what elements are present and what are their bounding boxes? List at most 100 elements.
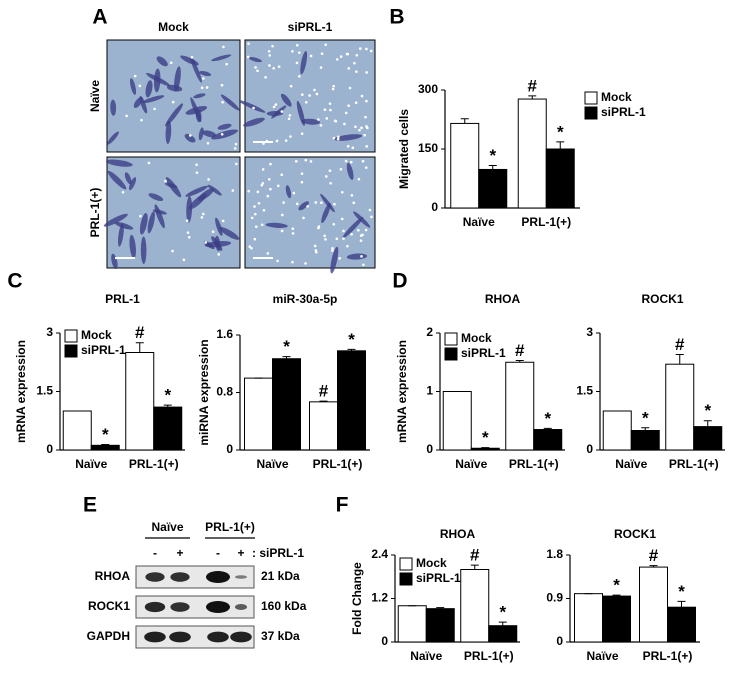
y-tick-label: 3 xyxy=(586,325,593,339)
dot xyxy=(304,262,307,265)
dot xyxy=(349,160,353,164)
micrograph xyxy=(106,39,241,153)
cell xyxy=(330,246,339,274)
significance-mark: # xyxy=(515,341,525,360)
y-tick-label: 150 xyxy=(418,141,438,155)
dot xyxy=(365,99,368,103)
x-tick-label: PRL-1(+) xyxy=(129,457,179,471)
significance-mark: # xyxy=(470,546,480,565)
dot xyxy=(234,142,238,146)
dot xyxy=(340,190,344,194)
cell xyxy=(129,234,136,259)
dot xyxy=(346,244,349,248)
protein-label: GAPDH xyxy=(87,629,130,643)
dot xyxy=(202,77,205,80)
legend-swatch xyxy=(64,329,78,343)
bar xyxy=(62,410,92,451)
bar xyxy=(667,606,696,643)
dot xyxy=(225,62,228,66)
dot xyxy=(360,126,363,130)
dot xyxy=(331,249,334,252)
dot xyxy=(268,54,272,57)
group-label: PRL-1(+) xyxy=(205,520,255,534)
y-tick-label: 0 xyxy=(426,442,433,456)
dot xyxy=(280,110,284,113)
dot xyxy=(280,173,284,177)
dot xyxy=(140,118,143,122)
significance-mark: * xyxy=(678,582,685,601)
cell xyxy=(248,57,262,63)
cell xyxy=(215,217,223,236)
dot xyxy=(365,71,368,74)
dot xyxy=(309,160,313,163)
band xyxy=(206,571,230,583)
bar xyxy=(90,444,120,451)
cell xyxy=(285,185,292,199)
cell xyxy=(300,50,308,75)
dot xyxy=(269,162,272,166)
protein-label: ROCK1 xyxy=(88,599,130,613)
dot xyxy=(364,228,368,232)
significance-mark: * xyxy=(164,386,171,405)
chart-title: ROCK1 xyxy=(641,292,683,306)
x-tick-label: PRL-1(+) xyxy=(521,215,571,229)
panel-label: D xyxy=(392,270,407,293)
dot xyxy=(256,69,259,73)
dot xyxy=(313,88,316,92)
dot xyxy=(329,181,332,185)
dot xyxy=(292,191,296,195)
dot xyxy=(271,44,274,48)
protein-label: RHOA xyxy=(95,569,131,583)
dot xyxy=(295,202,299,206)
y-tick-label: 1.2 xyxy=(371,591,388,605)
bar xyxy=(545,148,575,209)
dot xyxy=(153,107,156,111)
dot xyxy=(353,61,356,65)
cell xyxy=(346,253,368,260)
micrograph xyxy=(238,39,376,153)
cell xyxy=(165,120,172,145)
dot xyxy=(287,117,291,121)
cell xyxy=(105,159,133,167)
band xyxy=(145,572,165,582)
cell xyxy=(165,177,182,198)
dot xyxy=(302,216,305,220)
dot xyxy=(365,47,368,51)
dot xyxy=(313,244,317,248)
cell xyxy=(166,84,183,92)
y-tick-label: 0 xyxy=(46,442,53,456)
dot xyxy=(276,259,279,263)
dot xyxy=(247,189,251,193)
x-tick-label: Naïve xyxy=(75,457,107,471)
dot xyxy=(253,237,257,241)
dot xyxy=(247,42,250,45)
dot xyxy=(261,181,265,185)
dot xyxy=(186,231,190,234)
error-bar xyxy=(460,118,469,124)
dot xyxy=(361,233,364,237)
bar xyxy=(153,406,183,451)
dot xyxy=(320,52,324,55)
dot xyxy=(360,255,363,258)
dot xyxy=(291,232,295,235)
significance-mark: * xyxy=(544,409,551,428)
x-tick-label: PRL-1(+) xyxy=(313,457,363,471)
bar xyxy=(533,429,563,451)
error-bar xyxy=(677,600,686,608)
y-tick-label: 0.8 xyxy=(216,385,233,399)
dot xyxy=(222,45,225,49)
dot xyxy=(361,159,365,163)
bar xyxy=(517,98,547,209)
dot xyxy=(337,135,340,139)
band xyxy=(170,602,190,612)
dot xyxy=(138,84,142,88)
dot xyxy=(280,229,284,233)
dot xyxy=(323,108,327,112)
y-tick-label: 0 xyxy=(226,442,233,456)
legend-label: siPRL-1 xyxy=(416,571,461,585)
dot xyxy=(359,239,363,242)
band xyxy=(235,575,247,579)
cell xyxy=(185,105,208,115)
bar xyxy=(665,363,695,451)
error-bar xyxy=(498,621,507,626)
